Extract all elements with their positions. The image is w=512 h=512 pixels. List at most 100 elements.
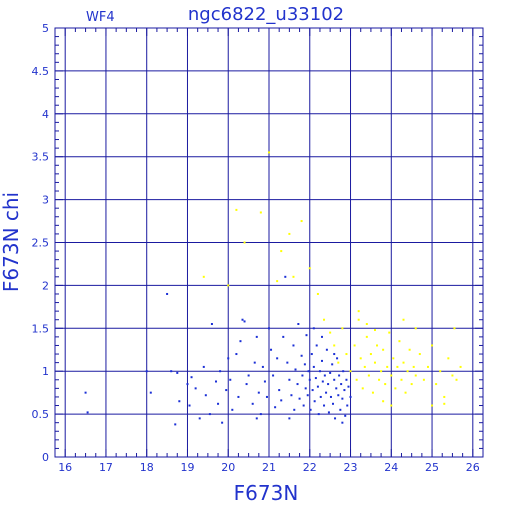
data-point xyxy=(204,394,207,397)
data-point xyxy=(337,361,340,364)
data-point xyxy=(410,383,413,386)
data-point xyxy=(367,374,370,377)
data-point xyxy=(176,371,179,374)
data-point xyxy=(304,387,307,390)
x-tick-label: 19 xyxy=(180,461,194,474)
data-point xyxy=(265,395,268,398)
data-point xyxy=(453,327,456,330)
data-point xyxy=(392,357,395,360)
y-tick-label: 4.5 xyxy=(32,65,50,78)
data-point xyxy=(373,361,376,364)
data-point xyxy=(402,361,405,364)
data-point xyxy=(276,280,279,283)
data-point xyxy=(414,327,417,330)
y-axis-label: F673N chi xyxy=(0,192,23,292)
data-point xyxy=(288,232,291,235)
x-tick-label: 26 xyxy=(466,461,480,474)
x-tick-label: 21 xyxy=(262,461,276,474)
data-point xyxy=(270,348,273,351)
data-point xyxy=(363,365,366,368)
data-point xyxy=(346,404,349,407)
data-point xyxy=(274,406,277,409)
x-tick-label: 23 xyxy=(344,461,358,474)
data-point xyxy=(255,417,258,420)
data-point xyxy=(455,378,458,381)
data-point xyxy=(217,402,220,405)
data-point xyxy=(349,395,352,398)
data-point xyxy=(357,310,360,313)
data-point xyxy=(390,404,393,407)
chip-label: WF4 xyxy=(86,10,115,25)
data-point xyxy=(293,408,296,411)
data-point xyxy=(344,414,347,417)
data-point xyxy=(414,374,417,377)
data-point xyxy=(315,344,318,347)
data-point xyxy=(336,357,339,360)
data-point xyxy=(301,374,304,377)
data-point xyxy=(412,365,415,368)
data-point xyxy=(237,395,240,398)
data-point xyxy=(316,385,319,388)
data-point xyxy=(431,404,434,407)
data-point xyxy=(323,318,326,321)
data-point xyxy=(188,404,191,407)
data-point xyxy=(343,389,346,392)
data-point xyxy=(294,368,297,371)
data-point xyxy=(300,220,303,223)
data-point xyxy=(337,394,340,397)
data-point xyxy=(341,421,344,424)
data-point xyxy=(312,365,315,368)
data-point xyxy=(317,413,320,416)
data-point xyxy=(418,353,421,356)
data-point xyxy=(404,391,407,394)
data-point xyxy=(378,378,381,381)
data-point xyxy=(335,387,338,390)
data-point xyxy=(239,340,242,343)
data-point xyxy=(292,344,295,347)
data-point xyxy=(323,404,326,407)
data-point xyxy=(210,323,213,326)
data-point xyxy=(307,370,310,373)
data-point xyxy=(300,354,303,357)
data-point xyxy=(333,353,336,356)
x-tick-label: 22 xyxy=(303,461,317,474)
data-point xyxy=(257,391,260,394)
data-point xyxy=(345,378,348,381)
data-point xyxy=(241,318,244,321)
data-point xyxy=(353,344,356,347)
data-point xyxy=(443,402,446,405)
data-point xyxy=(384,383,387,386)
data-point xyxy=(145,370,148,373)
data-point xyxy=(376,344,379,347)
data-point xyxy=(313,400,316,403)
data-point xyxy=(329,395,332,398)
data-point xyxy=(369,353,372,356)
data-point xyxy=(251,402,254,405)
data-point xyxy=(357,318,360,321)
data-point xyxy=(310,353,313,356)
data-point xyxy=(227,284,230,287)
data-point xyxy=(308,267,311,270)
x-tick-labels: 16 17 18 19 20 21 22 23 24 25 26 xyxy=(58,461,480,474)
data-point xyxy=(235,353,238,356)
data-point xyxy=(231,408,234,411)
data-point xyxy=(268,151,270,154)
data-point xyxy=(288,417,291,420)
data-point xyxy=(359,357,362,360)
data-point xyxy=(355,378,358,381)
x-tick-label: 17 xyxy=(99,461,113,474)
y-tick-label: 5 xyxy=(42,22,49,35)
data-point xyxy=(253,361,256,364)
data-point xyxy=(198,417,201,420)
data-point xyxy=(382,400,385,403)
x-axis-label: F673N xyxy=(234,481,299,505)
data-point xyxy=(284,275,287,278)
data-point xyxy=(225,389,228,392)
data-point xyxy=(329,371,332,374)
data-point xyxy=(325,391,328,394)
data-point xyxy=(178,400,181,403)
data-point xyxy=(202,365,205,368)
data-point xyxy=(243,241,246,244)
data-point xyxy=(261,365,264,368)
